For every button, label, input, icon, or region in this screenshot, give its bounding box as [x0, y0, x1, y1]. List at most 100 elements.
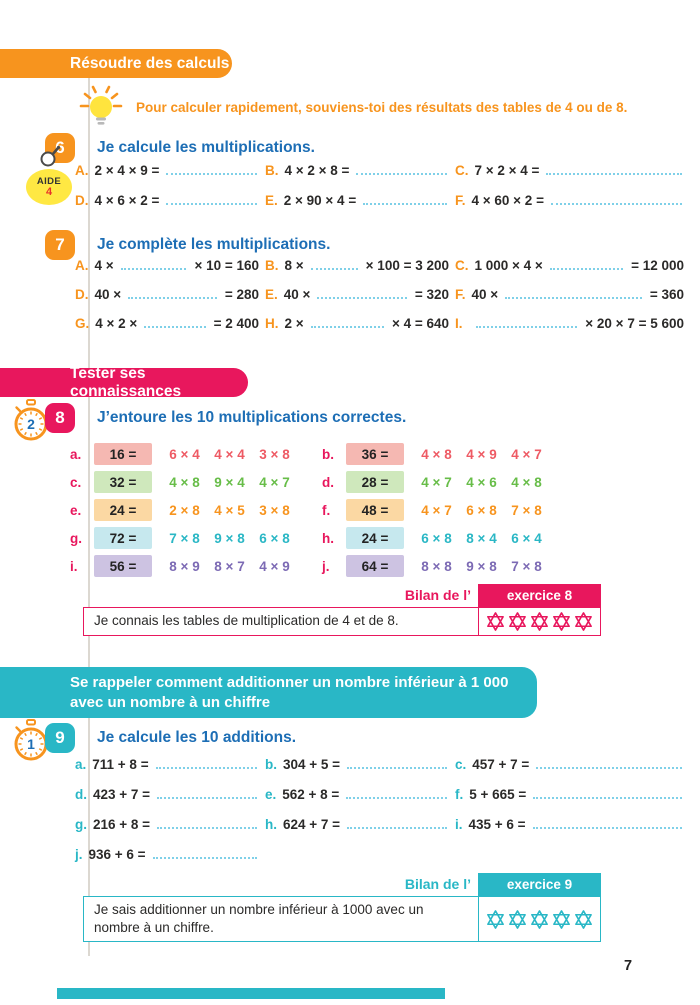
mult-option[interactable]: 6 × 4 [511, 530, 542, 546]
answer-line[interactable] [347, 756, 447, 769]
answer-line[interactable] [356, 162, 447, 175]
answer-line[interactable] [144, 315, 206, 328]
mult-option[interactable]: 6 × 4 [169, 446, 200, 462]
star-icon[interactable] [486, 909, 505, 929]
mult-option[interactable]: 8 × 8 [421, 558, 452, 574]
answer-line[interactable] [532, 816, 682, 829]
mult-option[interactable]: 4 × 8 [421, 446, 452, 462]
mult-option[interactable]: 4 × 8 [169, 474, 200, 490]
answer-line[interactable] [536, 756, 682, 769]
star-icon[interactable] [530, 612, 549, 631]
mult-option[interactable]: 4 × 7 [421, 502, 452, 518]
star-icon[interactable] [552, 612, 571, 631]
aide-label: AIDE [36, 176, 62, 187]
star-icon[interactable] [552, 909, 571, 929]
calc-item: A. 2 × 4 × 9 = [75, 162, 265, 192]
mult-option[interactable]: 4 × 8 [511, 474, 542, 490]
mult-option[interactable]: 4 × 9 [259, 558, 290, 574]
star-icon[interactable] [508, 909, 527, 929]
star-icon[interactable] [574, 909, 593, 929]
mult-option[interactable]: 4 × 4 [214, 446, 245, 462]
mult-option[interactable]: 6 × 8 [259, 530, 290, 546]
section-title: Tester ses connaissances [70, 364, 182, 400]
exercise-7-items: A. 4 × × 10 = 160 B. 8 × × 100 = 3 200 C. 1 0… [75, 257, 690, 344]
answer-line[interactable] [310, 257, 358, 270]
exercise-7-title: Je complète les multiplications. [97, 236, 331, 253]
answer-line[interactable] [549, 257, 624, 270]
item-expression: 936 + 6 = [88, 847, 146, 862]
mult-option[interactable]: 7 × 8 [169, 530, 200, 546]
mult-option[interactable]: 4 × 7 [259, 474, 290, 490]
star-icon[interactable] [508, 612, 527, 631]
mult-option[interactable]: 9 × 4 [214, 474, 245, 490]
answer-line[interactable] [347, 816, 447, 829]
answer-line[interactable] [550, 192, 682, 205]
answer-line[interactable] [363, 192, 447, 205]
row-letter: f. [322, 502, 331, 518]
section-header-additionner: Se rappeler comment additionner un nombr… [0, 667, 537, 718]
item-expression: 711 + 8 = [92, 757, 149, 772]
answer-line[interactable] [120, 257, 187, 270]
answer-line[interactable] [157, 786, 257, 799]
item-expression: 5 + 665 = [469, 787, 527, 802]
mult-row-a: a. 16 = 6 × 4 4 × 4 3 × 8 [70, 443, 322, 465]
mult-option[interactable]: 8 × 7 [214, 558, 245, 574]
section-title: Résoudre des calculs [70, 54, 230, 72]
calc-item: A. 4 × × 10 = 160 [75, 257, 265, 286]
item-post: × 10 = 160 [194, 258, 259, 273]
mult-option[interactable]: 3 × 8 [259, 502, 290, 518]
mult-option[interactable]: 7 × 8 [511, 502, 542, 518]
mult-option[interactable]: 8 × 9 [169, 558, 200, 574]
item-post: × 4 = 640 [391, 316, 449, 331]
bilan-label: Bilan de l’ [404, 587, 471, 603]
item-label: E. [265, 287, 278, 302]
answer-line[interactable] [128, 286, 217, 299]
item-expression: 2 × 90 × 4 = [283, 193, 357, 208]
section-title-line2: avec un nombre à un chiffre [70, 693, 271, 711]
answer-line[interactable] [346, 786, 447, 799]
answer-line[interactable] [546, 162, 682, 175]
answer-line[interactable] [310, 315, 384, 328]
mult-option[interactable]: 6 × 8 [421, 530, 452, 546]
item-label: i. [455, 817, 463, 832]
answer-line[interactable] [505, 286, 642, 299]
row-letter: j. [322, 558, 330, 574]
mult-option[interactable]: 6 × 8 [466, 502, 497, 518]
item-label: I. [455, 316, 463, 331]
bilan-label: Bilan de l’ [404, 876, 471, 892]
answer-line[interactable] [166, 192, 257, 205]
item-expression: 304 + 5 = [283, 757, 341, 772]
calc-item: D. 40 × = 280 [75, 286, 265, 315]
mult-option[interactable]: 9 × 8 [466, 558, 497, 574]
mult-option[interactable]: 4 × 7 [421, 474, 452, 490]
star-icon[interactable] [574, 612, 593, 631]
answer-line[interactable] [152, 846, 257, 859]
mult-option[interactable]: 2 × 8 [169, 502, 200, 518]
mult-option[interactable]: 7 × 8 [511, 558, 542, 574]
calc-item: D. 4 × 6 × 2 = [75, 192, 265, 222]
item-expression: 4 × 2 × 8 = [284, 163, 350, 178]
item-post: = 280 [224, 287, 259, 302]
mult-option[interactable]: 4 × 6 [466, 474, 497, 490]
answer-line[interactable] [317, 286, 407, 299]
mult-option[interactable]: 4 × 5 [214, 502, 245, 518]
mult-option[interactable]: 3 × 8 [259, 446, 290, 462]
mult-option[interactable]: 9 × 8 [214, 530, 245, 546]
section-header-tester: Tester ses connaissances [0, 365, 248, 400]
answer-line[interactable] [155, 756, 257, 769]
calc-item: F. 40 × = 360 [455, 286, 690, 315]
row-letter: b. [322, 446, 334, 462]
answer-line[interactable] [157, 816, 257, 829]
item-expression: 2 × 4 × 9 = [94, 163, 160, 178]
star-icon[interactable] [486, 612, 505, 631]
item-label: F. [455, 193, 466, 208]
calc-item: B. 8 × × 100 = 3 200 [265, 257, 455, 286]
answer-line[interactable] [475, 315, 578, 328]
answer-line[interactable] [533, 786, 682, 799]
mult-option[interactable]: 4 × 9 [466, 446, 497, 462]
mult-option[interactable]: 8 × 4 [466, 530, 497, 546]
target-box: 64 = [346, 555, 404, 577]
mult-option[interactable]: 4 × 7 [511, 446, 542, 462]
answer-line[interactable] [166, 162, 257, 175]
star-icon[interactable] [530, 909, 549, 929]
